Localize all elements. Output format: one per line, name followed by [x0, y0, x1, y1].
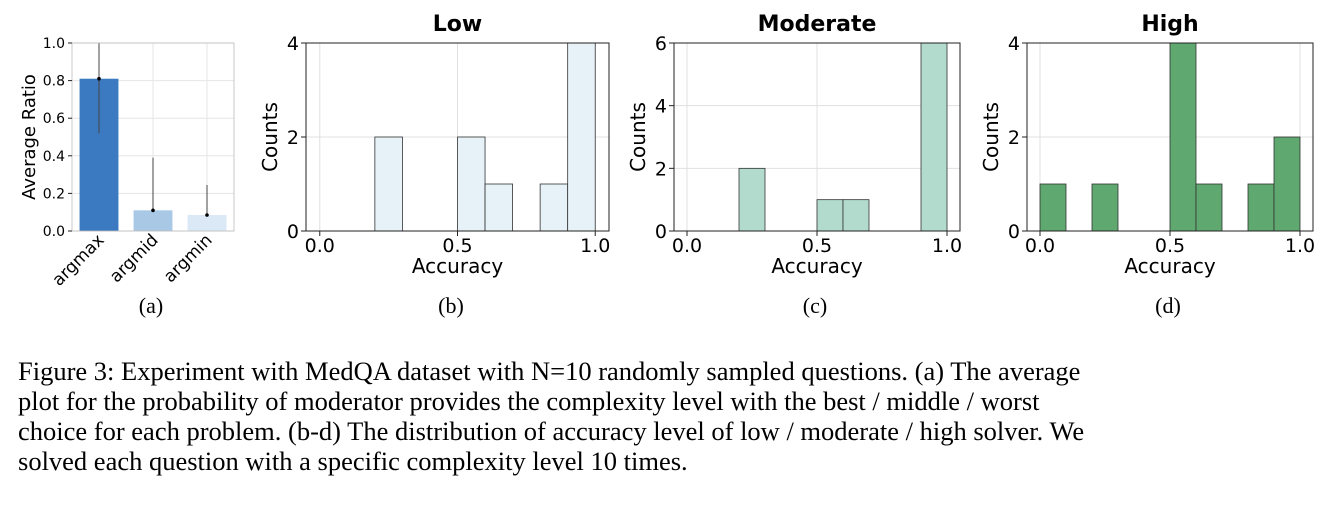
histogram-bar: [484, 183, 513, 232]
y-tick-label: 1.0: [43, 36, 65, 52]
y-tick-label: 4: [655, 96, 667, 118]
x-axis-label: Accuracy: [1124, 254, 1215, 278]
y-tick-label: 0: [287, 221, 299, 243]
subfigure-label: (b): [438, 293, 464, 318]
x-tick-label: 1.0: [580, 235, 610, 257]
histogram-bar: [1195, 183, 1223, 232]
y-tick-label: 0.8: [43, 74, 65, 90]
mean-point: [151, 208, 155, 213]
x-axis-label: Accuracy: [771, 254, 862, 278]
histogram-bar: [1039, 183, 1067, 232]
y-axis-label: Average Ratio: [19, 74, 40, 200]
y-tick-label: 4: [1008, 33, 1020, 55]
mean-point: [97, 76, 101, 81]
y-tick-label: 0.0: [43, 224, 65, 240]
mean-point: [205, 213, 209, 217]
y-tick-label: 0: [1008, 221, 1020, 243]
x-tick-label: 0.0: [672, 235, 702, 257]
figure-3: 0.00.20.40.60.81.0argmaxargmidargminAver…: [19, 12, 1315, 318]
caption-line-1: Figure 3: Experiment with MedQA dataset …: [18, 356, 1081, 386]
x-tick-label: 0.0: [305, 235, 335, 257]
y-axis-label: Counts: [979, 102, 1003, 172]
chart-title: Low: [433, 12, 482, 37]
y-tick-label: 0: [655, 221, 667, 243]
histogram-bar: [1091, 183, 1119, 232]
bar-argmid: [133, 210, 173, 231]
x-tick-label: 0.0: [1025, 235, 1055, 257]
x-axis-label: Accuracy: [412, 254, 503, 278]
subfigure-label: (d): [1155, 293, 1181, 318]
histogram-bar: [920, 42, 948, 232]
histogram-bar: [539, 183, 569, 232]
x-tick-label: argmid: [106, 230, 163, 287]
histogram-bar: [457, 136, 486, 232]
x-tick-label: 1.0: [1285, 235, 1315, 257]
y-tick-label: 2: [655, 158, 667, 180]
histogram-bar: [842, 199, 870, 232]
y-tick-label: 0.4: [43, 149, 65, 165]
figure-caption: Figure 3: Experiment with MedQA dataset …: [18, 356, 1318, 476]
y-axis-label: Counts: [258, 102, 282, 172]
caption-line-2: plot for the probability of moderator pr…: [18, 386, 1040, 416]
x-tick-label: 0.5: [1155, 235, 1185, 257]
chart-panel-c: 0.0 0.5 1.0 0 2 4 6 Moderate Accuracy Counts (c): [626, 12, 962, 318]
histogram-bar: [816, 199, 844, 232]
y-tick-label: 0.2: [43, 186, 65, 202]
subfigure-label: (a): [139, 293, 163, 318]
chart-panel-a: 0.00.20.40.60.81.0argmaxargmidargminAver…: [19, 36, 235, 318]
y-tick-label: 0.6: [43, 111, 65, 127]
y-tick-label: 4: [287, 33, 299, 55]
chart-panel-d: 0.0 0.5 1.0 0 2 4 High Accuracy Counts (d): [979, 12, 1315, 318]
bar-argmin: [187, 215, 227, 231]
histogram-bar: [567, 42, 596, 232]
histogram-bar: [1273, 136, 1301, 232]
x-tick-label: argmin: [160, 230, 217, 287]
x-tick-label: 1.0: [932, 235, 962, 257]
histogram-bar: [738, 167, 766, 232]
y-tick-label: 2: [1008, 127, 1020, 149]
y-axis-label: Counts: [626, 102, 650, 172]
x-tick-label: 0.5: [802, 235, 832, 257]
chart-title: Moderate: [758, 12, 877, 37]
histogram-bar: [374, 136, 403, 232]
chart-panel-b: 0.0 0.5 1.0 0 2 4 Low Accuracy Counts (b): [258, 12, 610, 318]
x-tick-label: 0.5: [442, 235, 472, 257]
subfigure-label: (c): [803, 293, 827, 318]
histogram-bar: [1247, 183, 1275, 232]
chart-title: High: [1141, 12, 1198, 37]
caption-line-4: solved each question with a specific com…: [18, 446, 688, 476]
y-tick-label: 2: [287, 127, 299, 149]
y-tick-label: 6: [655, 33, 667, 55]
histogram-bar: [1169, 42, 1197, 232]
plot-frame: [71, 42, 235, 232]
caption-line-3: choice for each problem. (b-d) The distr…: [18, 416, 1085, 446]
